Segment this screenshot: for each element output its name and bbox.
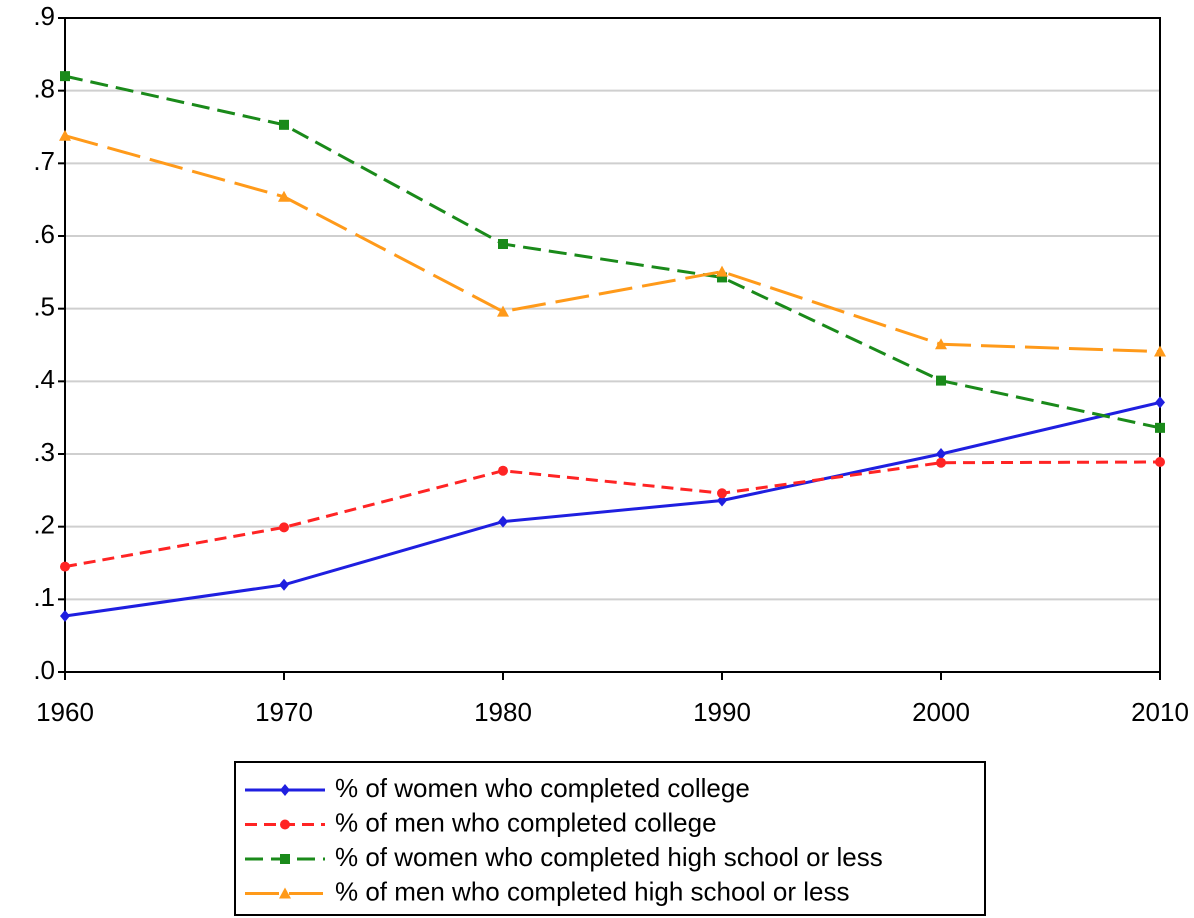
marker <box>717 488 727 499</box>
marker <box>717 272 727 283</box>
marker <box>279 578 289 591</box>
marker <box>60 71 70 82</box>
marker <box>936 457 946 468</box>
y-tick-label: .1 <box>33 582 55 612</box>
marker <box>1155 456 1165 467</box>
legend-label: % of men who completed high school or le… <box>335 876 850 906</box>
x-tick-label: 1960 <box>36 697 94 727</box>
marker <box>498 238 508 249</box>
marker <box>1155 422 1165 433</box>
marker <box>60 561 70 572</box>
marker <box>936 375 946 386</box>
marker <box>279 887 291 899</box>
marker <box>59 129 71 141</box>
marker <box>1155 396 1165 409</box>
marker <box>497 305 509 317</box>
x-tick-label: 1970 <box>255 697 313 727</box>
x-tick-label: 1980 <box>474 697 532 727</box>
series-line <box>64 400 1161 618</box>
plot-frame <box>64 17 1161 673</box>
marker <box>498 465 508 476</box>
marker <box>278 190 290 202</box>
marker <box>498 515 508 528</box>
y-tick-label: .4 <box>33 364 55 394</box>
marker <box>936 448 946 460</box>
legend-label: % of men who completed college <box>335 807 717 837</box>
y-tick-label: .6 <box>33 219 55 249</box>
marker <box>279 522 289 533</box>
y-tick-label: .0 <box>33 655 55 685</box>
marker <box>716 265 728 277</box>
marker <box>280 854 290 864</box>
y-tick-label: .8 <box>33 74 55 104</box>
marker <box>935 338 947 350</box>
marker <box>1154 345 1166 357</box>
y-tick-label: .3 <box>33 437 55 467</box>
marker <box>280 819 290 830</box>
legend: % of women who completed college % of men… <box>234 761 986 916</box>
series-line <box>64 74 1161 430</box>
y-tick-label: .5 <box>33 292 55 322</box>
x-tick-label: 2010 <box>1131 697 1189 727</box>
series-line <box>64 460 1161 569</box>
y-tick-label: .7 <box>33 146 55 176</box>
y-tick-label: .9 <box>33 1 55 31</box>
legend-box <box>234 761 986 916</box>
x-tick-label: 1990 <box>693 697 751 727</box>
legend-label: % of women who completed college <box>335 773 750 803</box>
marker <box>60 610 70 623</box>
marker <box>279 119 289 130</box>
y-tick-label: .2 <box>33 510 55 540</box>
series-line <box>64 134 1161 354</box>
legend-label: % of women who completed high school or … <box>335 842 883 872</box>
x-tick-label: 2000 <box>912 697 970 727</box>
marker <box>280 784 290 796</box>
